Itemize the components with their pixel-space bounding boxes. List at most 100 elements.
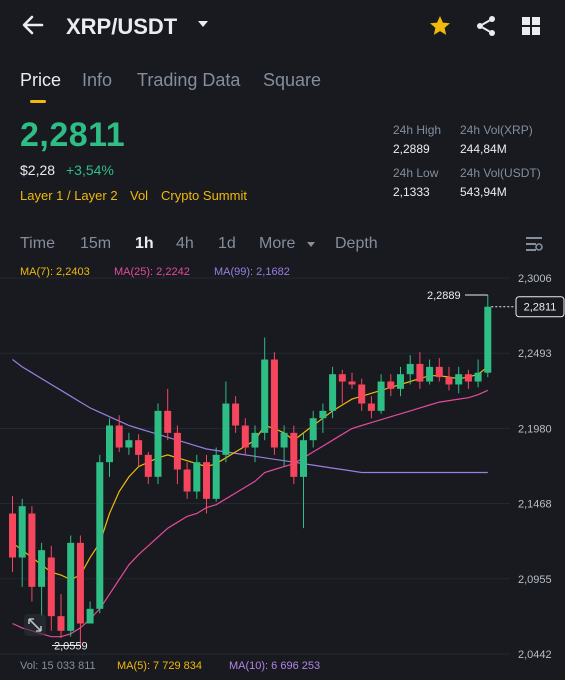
volume-ma10: MA(10): 6 696 253: [229, 660, 321, 672]
y-tick-label: 2,3006: [518, 273, 552, 285]
candle-body: [57, 616, 65, 631]
candle-body: [9, 513, 16, 558]
star-icon[interactable]: [428, 14, 452, 38]
tf-1h[interactable]: 1h: [135, 235, 154, 252]
ma99-line: [12, 359, 488, 474]
candle-body: [309, 418, 317, 441]
candle-body: [222, 403, 230, 455]
tag-layer[interactable]: Layer 1 / Layer 2: [20, 188, 118, 203]
candle-body: [241, 425, 249, 448]
candle-body: [484, 306, 492, 373]
candle-body: [464, 374, 472, 382]
y-tick-label: 2,0955: [518, 574, 552, 586]
stat-vol-usdt-value: 543,94M: [460, 185, 507, 199]
tag-crypto-summit[interactable]: Crypto Summit: [161, 188, 247, 203]
candle-body: [416, 363, 424, 382]
candle-body: [173, 432, 181, 470]
back-arrow-icon[interactable]: [20, 12, 46, 38]
ma7-line: [12, 366, 489, 581]
volume-value: Vol: 15 033 811: [20, 660, 96, 672]
current-price-box: [515, 296, 565, 318]
chart-settings-icon[interactable]: [524, 235, 544, 253]
candle-body: [76, 542, 84, 624]
last-price: 2,2811: [20, 116, 126, 154]
candle-body: [47, 557, 55, 617]
stat-vol-xrp-value: 244,84M: [460, 142, 507, 156]
pair-title[interactable]: XRP/USDT: [66, 14, 178, 39]
candle-body: [125, 440, 133, 448]
tf-more[interactable]: More: [259, 235, 296, 252]
candle-body: [435, 366, 443, 378]
ma7-legend: MA(7): 2,2403: [20, 266, 90, 278]
candle-body: [300, 440, 307, 477]
candle-body: [445, 377, 453, 385]
stat-low-label: 24h Low: [393, 166, 439, 180]
candle-body: [164, 410, 172, 433]
tf-time[interactable]: Time: [20, 235, 55, 252]
dropdown-caret-icon[interactable]: [196, 17, 210, 31]
candle-body: [270, 359, 278, 448]
y-tick-label: 2,2493: [518, 348, 552, 360]
grid-icon[interactable]: [520, 15, 542, 37]
candle-body: [387, 381, 395, 389]
candle-body: [203, 462, 210, 499]
candle-body: [474, 372, 482, 382]
stat-high-value: 2,2889: [393, 142, 430, 156]
candle-body: [348, 381, 356, 385]
candle-body: [319, 410, 327, 419]
stat-high-label: 24h High: [393, 123, 442, 137]
candle-body: [397, 374, 404, 389]
candle-body: [358, 384, 366, 404]
candle-body: [183, 469, 191, 492]
candle-body: [67, 542, 75, 631]
share-icon[interactable]: [474, 14, 498, 38]
price-change: +3,54%: [66, 162, 114, 178]
active-tab-indicator: [30, 100, 46, 103]
candle-body: [38, 550, 46, 587]
tab-price[interactable]: Price: [20, 70, 62, 90]
high-marker-label: 2,2889: [427, 290, 461, 302]
candle-body: [193, 462, 201, 492]
candle-body: [426, 366, 434, 382]
candle-body: [406, 363, 414, 375]
candle-body: [455, 374, 463, 385]
ma99-legend: MA(99): 2,1682: [214, 266, 290, 278]
candle-body: [154, 410, 162, 477]
tf-15m[interactable]: 15m: [80, 235, 112, 252]
candle-body: [18, 506, 26, 558]
candle-body: [115, 425, 123, 448]
candle-body: [377, 381, 385, 411]
ma25-legend: MA(25): 2,2242: [114, 266, 190, 278]
candle-body: [232, 403, 240, 426]
price-chart[interactable]: 2,2811 2,2889 2,0559 2,3006 2,2493 2,1980 2,1…: [0, 270, 565, 665]
candle-body: [329, 374, 337, 411]
tag-vol[interactable]: Vol: [130, 188, 149, 203]
candle-body: [280, 432, 288, 448]
candle-body: [212, 454, 220, 499]
y-tick-label: 2,0442: [518, 649, 552, 661]
candle-body: [86, 608, 94, 624]
y-tick-label: 2,1468: [518, 499, 552, 511]
price-usd: $2,28: [20, 162, 56, 178]
tf-depth[interactable]: Depth: [335, 235, 378, 252]
candle-body: [135, 440, 143, 455]
candle-body: [338, 374, 346, 382]
tab-trading-data[interactable]: Trading Data: [137, 70, 241, 90]
tab-info[interactable]: Info: [82, 70, 113, 90]
stat-low-value: 2,1333: [393, 185, 430, 199]
expand-icon[interactable]: [24, 614, 46, 636]
tf-1d[interactable]: 1d: [218, 235, 236, 252]
more-caret-icon[interactable]: [305, 238, 317, 250]
volume-ma5: MA(5): 7 729 834: [117, 660, 202, 672]
y-tick-label: 2,1980: [518, 423, 552, 435]
current-price-label: 2,2811: [524, 302, 557, 314]
candle-body: [96, 462, 104, 609]
candle-body: [144, 454, 152, 477]
candle-body: [106, 425, 113, 463]
candle-body: [367, 403, 375, 411]
candle-body: [261, 359, 269, 433]
low-marker-label: 2,0559: [54, 640, 88, 652]
candle-body: [251, 432, 259, 448]
tab-square[interactable]: Square: [263, 70, 322, 90]
tf-4h[interactable]: 4h: [176, 235, 194, 252]
